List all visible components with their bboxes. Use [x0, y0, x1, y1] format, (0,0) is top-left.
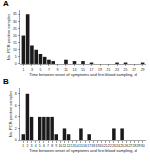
svg-text:10: 10: [58, 144, 62, 148]
svg-text:3: 3: [31, 68, 33, 72]
svg-text:11: 11: [63, 144, 67, 148]
svg-text:23: 23: [115, 68, 119, 72]
svg-text:5: 5: [15, 55, 17, 59]
svg-text:30: 30: [13, 20, 17, 24]
svg-text:21: 21: [107, 68, 111, 72]
svg-text:2: 2: [15, 127, 17, 131]
svg-text:20: 20: [13, 34, 17, 38]
svg-text:13: 13: [73, 68, 77, 72]
svg-text:5: 5: [39, 144, 41, 148]
svg-text:17: 17: [87, 144, 91, 148]
svg-text:29: 29: [137, 144, 141, 148]
svg-text:0: 0: [15, 62, 17, 66]
svg-text:25: 25: [13, 27, 17, 31]
svg-text:25: 25: [120, 144, 124, 148]
svg-text:1: 1: [22, 68, 24, 72]
svg-text:8: 8: [51, 144, 53, 148]
svg-text:7: 7: [48, 68, 50, 72]
svg-text:20: 20: [100, 144, 104, 148]
svg-text:18: 18: [91, 144, 95, 148]
svg-text:4: 4: [35, 144, 37, 148]
svg-text:26: 26: [124, 144, 128, 148]
svg-text:24: 24: [116, 144, 120, 148]
svg-text:21: 21: [104, 144, 108, 148]
svg-text:19: 19: [95, 144, 99, 148]
svg-text:13: 13: [71, 144, 75, 148]
svg-text:6: 6: [43, 144, 45, 148]
svg-text:17: 17: [90, 68, 94, 72]
svg-text:B: B: [3, 77, 9, 86]
svg-text:No. PCR positive samples: No. PCR positive samples: [8, 91, 13, 137]
svg-text:23: 23: [112, 144, 116, 148]
svg-text:4: 4: [15, 115, 17, 119]
svg-text:5: 5: [39, 68, 41, 72]
svg-text:14: 14: [75, 144, 79, 148]
svg-text:8: 8: [15, 92, 17, 96]
svg-text:35: 35: [13, 12, 17, 16]
svg-text:No. PCR positive samples: No. PCR positive samples: [6, 14, 11, 60]
svg-text:30: 30: [141, 144, 145, 148]
svg-text:29: 29: [141, 68, 145, 72]
svg-text:22: 22: [108, 144, 112, 148]
svg-text:1: 1: [22, 144, 24, 148]
svg-text:28: 28: [133, 144, 137, 148]
svg-text:7: 7: [47, 144, 49, 148]
svg-text:16: 16: [83, 144, 87, 148]
svg-text:12: 12: [67, 144, 71, 148]
svg-text:10: 10: [13, 48, 17, 52]
svg-text:9: 9: [56, 68, 58, 72]
svg-text:2: 2: [26, 144, 28, 148]
svg-text:9: 9: [55, 144, 57, 148]
svg-text:19: 19: [98, 68, 102, 72]
svg-text:Time between onset of symptoms: Time between onset of symptoms and first…: [29, 72, 136, 77]
svg-text:25: 25: [124, 68, 128, 72]
svg-text:A: A: [3, 0, 9, 8]
svg-text:27: 27: [128, 144, 132, 148]
svg-text:15: 15: [13, 41, 17, 45]
svg-text:6: 6: [15, 104, 17, 108]
svg-text:11: 11: [64, 68, 68, 72]
svg-text:15: 15: [79, 144, 83, 148]
svg-text:0: 0: [15, 138, 17, 142]
svg-text:3: 3: [31, 144, 33, 148]
svg-text:27: 27: [132, 68, 136, 72]
svg-text:Time between onset of symptoms: Time between onset of symptoms and first…: [29, 148, 136, 153]
svg-text:15: 15: [81, 68, 85, 72]
